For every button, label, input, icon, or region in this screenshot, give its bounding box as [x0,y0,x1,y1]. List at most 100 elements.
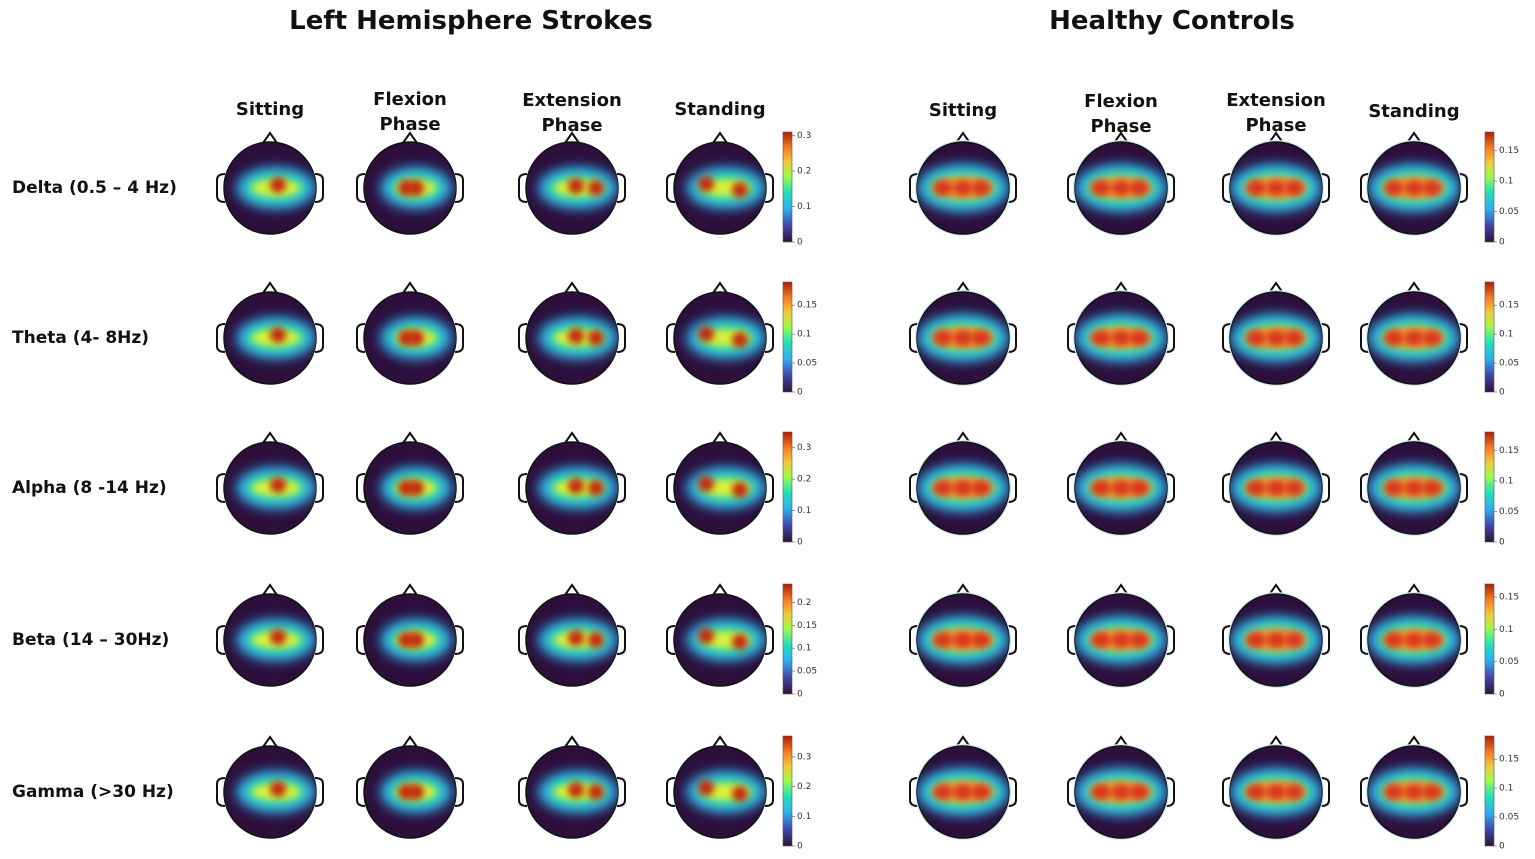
nose [402,281,418,294]
ear [1165,777,1175,807]
hotspot [1111,480,1131,496]
hotspot [1246,180,1266,196]
hotspot [1129,330,1149,346]
hotspot [953,632,973,648]
nose [1268,583,1284,596]
ear [764,173,774,203]
hotspot [1404,632,1424,648]
topomap [356,735,464,839]
hotspot [1129,632,1149,648]
activity [917,616,1009,664]
nose [262,281,278,294]
hotspot [588,784,604,800]
ear [1320,473,1330,503]
topomap [666,583,774,687]
ear [764,473,774,503]
activity [1075,314,1167,362]
nose [1113,583,1129,596]
topomap [909,131,1017,236]
hotspot [953,784,973,800]
ear [1360,473,1370,503]
hotspot [1111,180,1131,196]
ear [1458,323,1468,353]
topomap [1067,131,1175,236]
column-label: Sitting [235,99,305,120]
ear [454,473,464,503]
hotspot [953,330,973,346]
colorbar-tick-label: 0.15 [1499,146,1519,156]
row-label: Gamma (>30 Hz) [12,782,174,802]
ear [356,323,366,353]
activity [538,467,618,509]
ear [216,173,226,203]
hotspot [698,628,714,644]
hotspot [1091,330,1111,346]
hotspot [732,182,748,198]
topomap [216,735,324,839]
topomap [518,281,626,385]
column-label: Extension Phase [522,90,622,136]
ear [1165,625,1175,655]
ear [1165,173,1175,203]
colorbar [1484,431,1495,543]
ear [909,625,919,655]
activity [1368,464,1460,512]
activity [1075,616,1167,664]
hotspot [1091,784,1111,800]
colorbar-tick-label: 0 [1499,690,1505,700]
topomap [909,583,1017,688]
hotspot [1404,480,1424,496]
activity [917,314,1009,362]
hotspot [568,328,584,344]
ear [666,625,676,655]
row-label: Theta (4- 8Hz) [12,328,150,348]
ear [909,777,919,807]
hotspot [1129,180,1149,196]
ear [666,777,676,807]
topomap [356,431,464,535]
ear [764,777,774,807]
nose [402,583,418,596]
hotspot [1266,632,1286,648]
ear [616,625,626,655]
colorbar-tick-label: 0 [1499,538,1505,548]
topomap [666,131,774,235]
colorbar [782,131,793,243]
activity [538,317,618,359]
colorbar-tick-label: 0.1 [1499,625,1513,635]
nose [1406,735,1422,748]
colorbar [782,281,793,393]
ear [454,777,464,807]
ear [1320,173,1330,203]
topomap [1222,281,1330,386]
nose [1406,281,1422,294]
activity [686,317,766,359]
ear [1222,173,1232,203]
hotspot [698,780,714,796]
hotspot [588,632,604,648]
nose [955,281,971,294]
nose [1406,431,1422,444]
activity [236,317,316,359]
ear [1458,173,1468,203]
colorbar-tick-label: 0.15 [1499,446,1519,456]
ear [1067,777,1077,807]
activity [380,619,452,661]
ear [1320,323,1330,353]
ear [454,625,464,655]
ear [216,777,226,807]
hotspot [1246,480,1266,496]
colorbar-tick-label: 0.05 [1499,813,1519,823]
group-title: Healthy Controls [1049,6,1295,36]
topomap [1360,735,1468,840]
hotspot [971,180,991,196]
nose [712,131,728,144]
ear [356,473,366,503]
ear [356,777,366,807]
ear [1360,777,1370,807]
ear [1360,323,1370,353]
hotspot [732,634,748,650]
colorbar-tick-label: 0.1 [797,506,811,516]
nose [712,431,728,444]
colorbar-tick-label: 0.2 [797,167,811,177]
